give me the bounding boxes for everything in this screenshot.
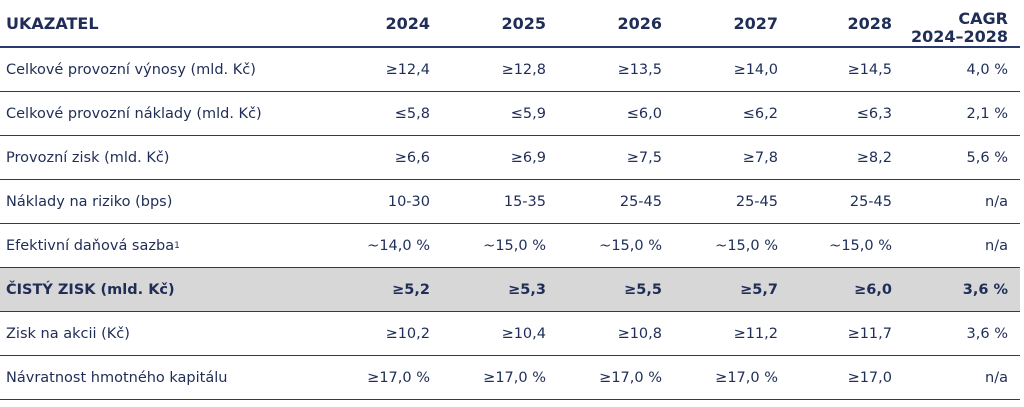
cell-cagr: 5,6 % (966, 149, 1008, 166)
cell-2026: ≥7,5 (626, 149, 662, 166)
row-label: Provozní zisk (mld. Kč) (6, 149, 170, 166)
row-label: Návratnost hmotného kapitálu (6, 369, 228, 386)
cell-2027: ≥17,0 % (715, 369, 778, 386)
cell-2024: ≥12,4 (385, 61, 430, 78)
cell-2024: ≤5,8 (394, 105, 430, 122)
cell-2027: ≤6,2 (742, 105, 778, 122)
cell-2028: ≥14,5 (847, 61, 892, 78)
cell-2024: ≥6,6 (394, 149, 430, 166)
header-year-2026: 2026 (617, 13, 662, 33)
cell-cagr: 3,6 % (962, 281, 1008, 298)
table-row: Celkové provozní výnosy (mld. Kč) ≥12,4 … (0, 48, 1020, 92)
cell-2027: ~15,0 % (715, 237, 778, 254)
cell-cagr: n/a (985, 237, 1008, 254)
row-label: Efektivní daňová sazba 1 (6, 237, 180, 254)
cell-2025: ~15,0 % (483, 237, 546, 254)
cell-2026: 25-45 (619, 193, 662, 210)
cell-2026: ~15,0 % (599, 237, 662, 254)
cell-2027: ≥14,0 (733, 61, 778, 78)
cell-2025: ≥6,9 (510, 149, 546, 166)
row-label: Zisk na akcii (Kč) (6, 325, 130, 342)
cell-2025: ≥17,0 % (483, 369, 546, 386)
cell-2028: 25-45 (849, 193, 892, 210)
header-cagr: CAGR 2024–2028 (892, 0, 1008, 46)
table-row: Náklady na riziko (bps) 10-30 15-35 25-4… (0, 180, 1020, 224)
table-row: Provozní zisk (mld. Kč) ≥6,6 ≥6,9 ≥7,5 ≥… (0, 136, 1020, 180)
cell-2026: ≥17,0 % (599, 369, 662, 386)
header-year-2025: 2025 (501, 13, 546, 33)
table-row-net-profit: ČISTÝ ZISK (mld. Kč) ≥5,2 ≥5,3 ≥5,5 ≥5,7… (0, 268, 1020, 312)
cell-2027: ≥11,2 (733, 325, 778, 342)
cell-cagr: 4,0 % (966, 61, 1008, 78)
cell-2025: ≥5,3 (508, 281, 546, 298)
cell-2028: ≥17,0 (847, 369, 892, 386)
cell-2027: ≥5,7 (740, 281, 778, 298)
cell-2025: ≥10,4 (501, 325, 546, 342)
cell-2026: ≤6,0 (626, 105, 662, 122)
cell-2027: 25-45 (735, 193, 778, 210)
header-year-2028: 2028 (847, 13, 892, 33)
cell-2026: ≥5,5 (624, 281, 662, 298)
cell-2025: ≤5,9 (510, 105, 546, 122)
header-cagr-line2: 2024–2028 (910, 27, 1008, 46)
row-label-text: Efektivní daňová sazba (6, 237, 175, 254)
header-indicator: UKAZATEL (6, 13, 99, 33)
row-label: Celkové provozní výnosy (mld. Kč) (6, 61, 256, 78)
cell-2024: ~14,0 % (367, 237, 430, 254)
cell-cagr: n/a (985, 369, 1008, 386)
cell-2028: ≥8,2 (856, 149, 892, 166)
cell-cagr: n/a (985, 193, 1008, 210)
table-row: Návratnost hmotného kapitálu ≥17,0 % ≥17… (0, 356, 1020, 400)
cell-cagr: 2,1 % (966, 105, 1008, 122)
cell-2026: ≥10,8 (617, 325, 662, 342)
header-year-2027: 2027 (733, 13, 778, 33)
cell-2028: ≤6,3 (856, 105, 892, 122)
cell-2025: 15-35 (503, 193, 546, 210)
cell-2025: ≥12,8 (501, 61, 546, 78)
table-header-row: UKAZATEL 2024 2025 2026 2027 2028 CAGR 2… (0, 0, 1020, 48)
cell-2027: ≥7,8 (742, 149, 778, 166)
table-row: Zisk na akcii (Kč) ≥10,2 ≥10,4 ≥10,8 ≥11… (0, 312, 1020, 356)
cell-2028: ~15,0 % (829, 237, 892, 254)
cell-2028: ≥11,7 (847, 325, 892, 342)
cell-2026: ≥13,5 (617, 61, 662, 78)
cell-2028: ≥6,0 (854, 281, 892, 298)
table-row: Efektivní daňová sazba 1 ~14,0 % ~15,0 % … (0, 224, 1020, 268)
cell-cagr: 3,6 % (966, 325, 1008, 342)
cell-2024: ≥17,0 % (367, 369, 430, 386)
table-row: Celkové provozní náklady (mld. Kč) ≤5,8 … (0, 92, 1020, 136)
cell-2024: ≥10,2 (385, 325, 430, 342)
header-year-2024: 2024 (385, 13, 430, 33)
row-label: ČISTÝ ZISK (mld. Kč) (6, 281, 175, 298)
header-cagr-line1: CAGR (958, 9, 1008, 28)
row-label: Náklady na riziko (bps) (6, 193, 173, 210)
cell-2024: ≥5,2 (392, 281, 430, 298)
cell-2024: 10-30 (387, 193, 430, 210)
row-label: Celkové provozní náklady (mld. Kč) (6, 105, 262, 122)
